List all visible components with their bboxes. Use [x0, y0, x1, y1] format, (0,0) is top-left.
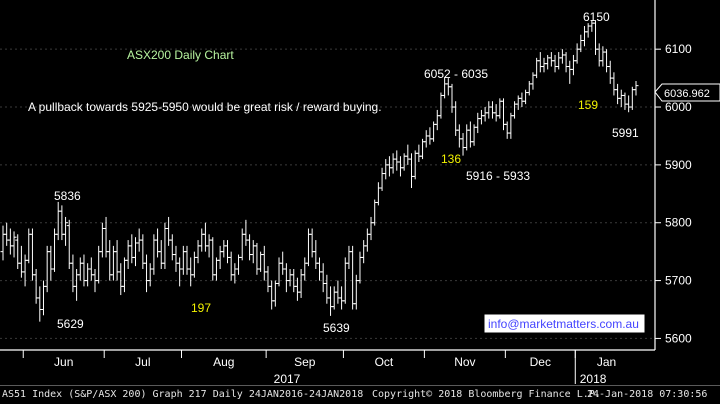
ohlc-bar: [11, 231, 17, 258]
y-tick-6000: 6000: [665, 100, 692, 114]
label-6150: 6150: [583, 10, 610, 24]
label-136: 136: [441, 152, 461, 166]
commentary-text: A pullback towards 5925-5950 would be gr…: [28, 100, 382, 114]
timestamp-text: 24-Jan-2018 07:30:56: [587, 389, 708, 400]
x-tick-aug: Aug: [213, 355, 234, 369]
website-box[interactable]: info@marketmatters.com.au: [483, 313, 646, 334]
x-tick-nov: Nov: [454, 355, 475, 369]
ohlc-chart: 5600 5700 5800 5900 6000 6100 Jun Jul Aug Sep Oct…: [0, 0, 720, 385]
y-tick-5800: 5800: [665, 216, 692, 230]
last-price-marker: 6036.962: [654, 83, 720, 102]
label-6052-6035: 6052 - 6035: [424, 67, 488, 81]
label-5916-5933: 5916 - 5933: [466, 169, 530, 183]
label-5639: 5639: [323, 321, 350, 335]
website-label: info@marketmatters.com.au: [488, 317, 639, 331]
copyright-text: Copyright© 2018 Bloomberg Finance L.P.: [372, 389, 601, 400]
x-tick-oct: Oct: [375, 355, 394, 369]
y-axis: 5600 5700 5800 5900 6000 6100: [655, 42, 692, 345]
price-bars: [0, 20, 639, 322]
x-tick-jun: Jun: [54, 355, 73, 369]
x-year-2018: 2018: [580, 372, 607, 385]
chart-title: ASX200 Daily Chart: [127, 48, 234, 62]
x-tick-dec: Dec: [530, 355, 551, 369]
ohlc-bar: [633, 80, 639, 96]
bloomberg-footer: AS51 Index (S&P/ASX 200) Graph 217 Daily…: [0, 385, 720, 404]
label-5991: 5991: [612, 126, 639, 140]
y-tick-5700: 5700: [665, 274, 692, 288]
x-tick-jan: Jan: [597, 355, 616, 369]
x-tick-sep: Sep: [294, 355, 316, 369]
ohlc-bar: [63, 216, 69, 246]
y-tick-5600: 5600: [665, 331, 692, 345]
security-description: AS51 Index (S&P/ASX 200) Graph 217 Daily…: [2, 389, 364, 400]
y-gridlines: [0, 48, 655, 339]
last-price-label: 6036.962: [664, 88, 710, 100]
label-5836: 5836: [54, 189, 81, 203]
label-5629: 5629: [57, 317, 84, 331]
last-price-pointer: [654, 83, 720, 102]
label-197: 197: [191, 301, 211, 315]
x-year-2017: 2017: [274, 372, 301, 385]
x-tick-jul: Jul: [135, 355, 150, 369]
label-159: 159: [578, 98, 598, 112]
y-tick-5900: 5900: [665, 158, 692, 172]
x-axis: Jun Jul Aug Sep Oct Nov Dec Jan 2017 2018: [22, 350, 616, 385]
y-tick-6100: 6100: [665, 42, 692, 56]
